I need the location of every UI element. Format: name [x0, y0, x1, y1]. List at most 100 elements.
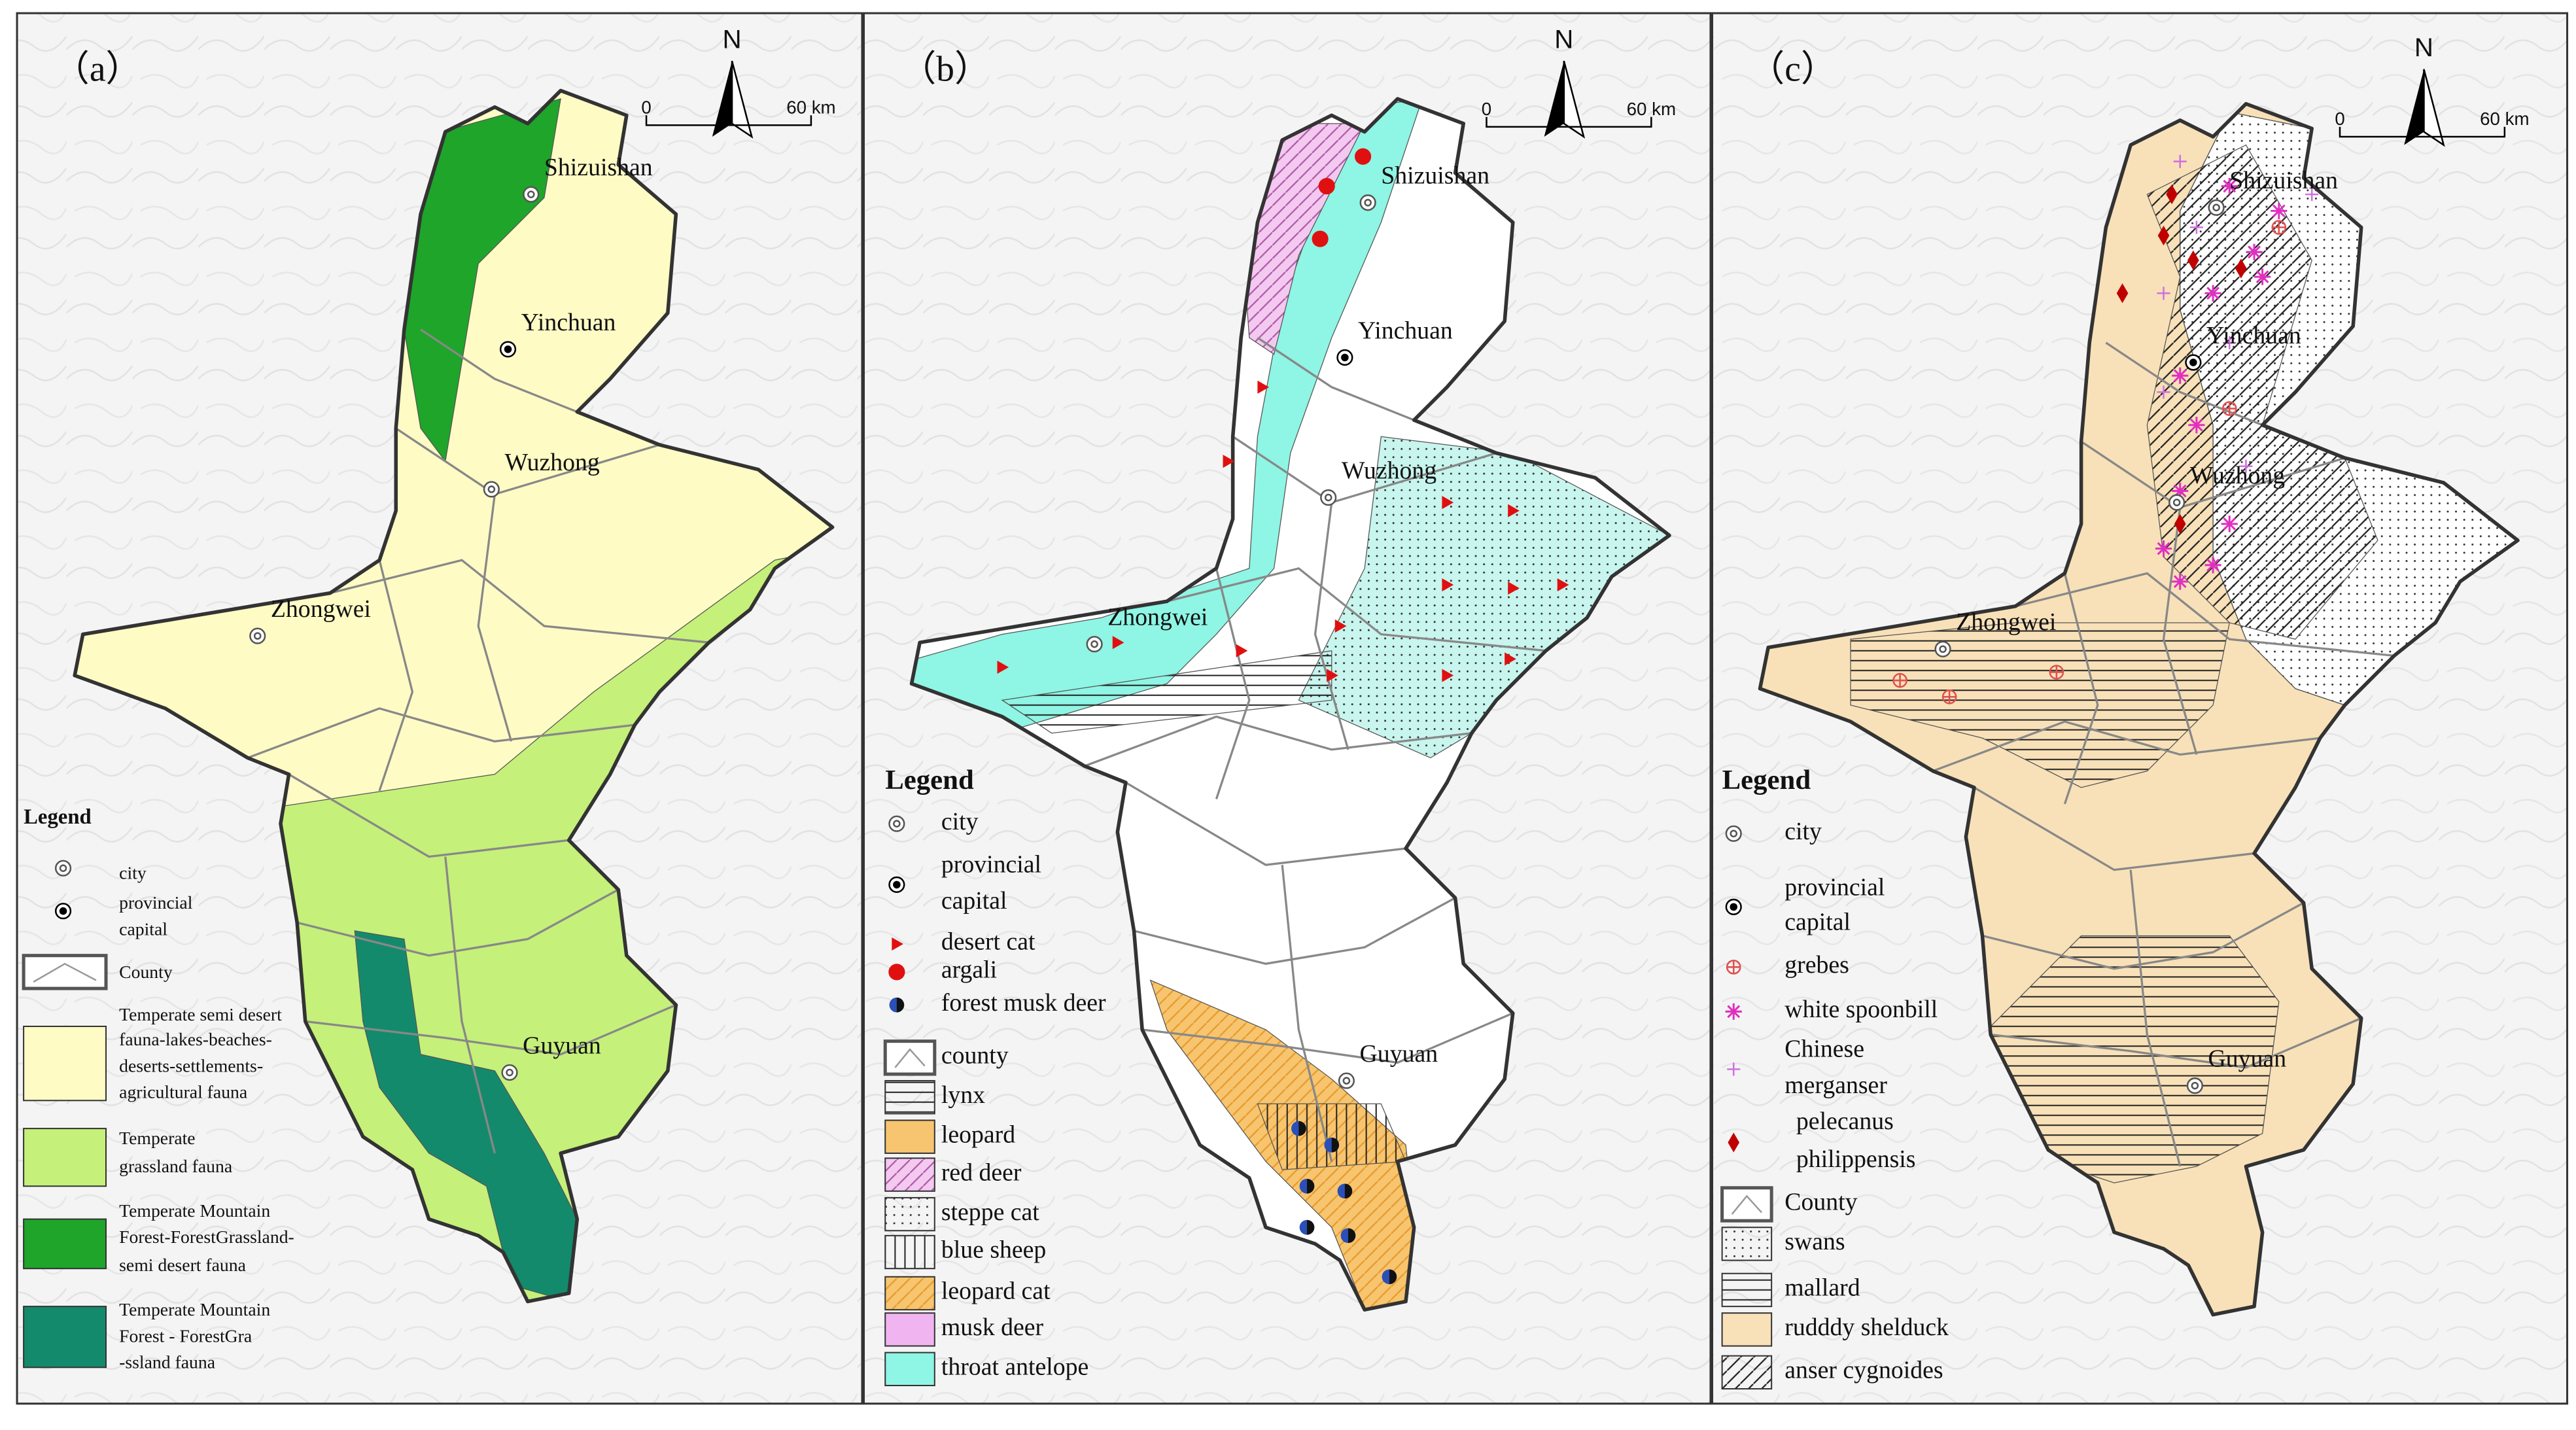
city-symbol	[523, 186, 540, 203]
desert-cat-symbol	[1508, 582, 1520, 595]
pelecanus-symbol	[1728, 1132, 1740, 1153]
pelecanus-symbol	[2187, 250, 2199, 271]
musk-deer-symbol-half	[1389, 1269, 1397, 1285]
legend-label: deserts-settlements-	[119, 1055, 263, 1075]
city-label: Yinchuan	[1358, 317, 1453, 344]
legend-label: provincial	[119, 892, 193, 913]
capital-symbol-dot	[1341, 353, 1349, 362]
desert-cat-symbol	[1223, 455, 1235, 468]
city-symbol-dot	[527, 190, 535, 198]
city-symbol-dot	[506, 1068, 513, 1077]
capital-symbol-dot	[59, 907, 67, 915]
city-symbol-dot	[1939, 645, 1947, 654]
city-symbol	[1934, 640, 1951, 657]
merganser-symbol	[2239, 459, 2253, 473]
spoonbill-symbol	[2204, 285, 2221, 302]
county-swatch	[883, 1039, 937, 1076]
city-symbol	[1320, 489, 1337, 506]
city-symbol-dot	[1324, 493, 1332, 502]
argali-symbol	[1318, 177, 1335, 195]
legend-label: provincial	[941, 850, 1041, 878]
spoonbill-symbol	[2246, 243, 2263, 260]
legend-label: Forest - ForestGra	[119, 1325, 252, 1346]
pelecanus-symbol	[2157, 226, 2170, 246]
desert-cat-symbol	[1257, 380, 1270, 394]
scale-bar	[2339, 126, 2506, 138]
province-map: Shizuishan Yinchuan Wuzhong Zhongwei Guyuan	[1758, 101, 2520, 1317]
scale-label: 0	[2335, 109, 2344, 129]
grebe-symbol-cross	[1893, 674, 1907, 688]
capital-symbol-dot	[1730, 903, 1738, 911]
argali-symbol	[1354, 148, 1372, 165]
legend-swatch	[884, 1196, 935, 1232]
legend-label: county	[941, 1042, 1009, 1070]
scale-label: 0	[1482, 99, 1491, 119]
county-line	[2129, 869, 2182, 1167]
legend-swatch	[23, 1025, 107, 1102]
legend-swatch	[884, 1276, 935, 1311]
desert-cat-symbol	[1442, 578, 1454, 592]
legend-label: Chinese	[1784, 1035, 1864, 1062]
merganser-symbol	[1727, 1062, 1741, 1076]
county-line	[1932, 720, 2320, 773]
county-line	[305, 1003, 677, 1056]
legend-title: Legend	[24, 805, 92, 829]
legend-label: Temperate Mountain	[119, 1299, 270, 1319]
city-symbol-dot	[2212, 203, 2220, 212]
legend-label: Temperate	[119, 1128, 195, 1148]
city-symbol	[483, 481, 500, 498]
city-label: Shizuishan	[2229, 167, 2338, 194]
spoonbill-symbol	[2155, 540, 2172, 557]
legend-title: Legend	[885, 765, 974, 795]
legend-swatch	[884, 1234, 935, 1270]
province-outline	[1758, 101, 2520, 1317]
county-line	[1215, 568, 1251, 799]
city-symbol-dot	[59, 864, 67, 873]
county-swatch-line	[33, 962, 97, 983]
argali-symbol	[888, 964, 905, 981]
merganser-symbol	[2157, 287, 2170, 300]
legend-label: swans	[1784, 1228, 1845, 1255]
grebe-symbol-cross	[1943, 690, 1957, 704]
county-line	[1125, 781, 1406, 866]
musk-deer-symbol-half	[1331, 1137, 1340, 1153]
legend-label: argali	[941, 956, 997, 984]
pelecanus-symbol	[2174, 514, 2186, 534]
city-label: Guyuan	[523, 1032, 601, 1059]
desert-cat-symbol	[1112, 636, 1124, 650]
city-label: Yinchuan	[521, 309, 616, 336]
panel-label: （b）	[900, 49, 990, 89]
legend-label: city	[1784, 818, 1822, 845]
county-line	[2162, 507, 2198, 755]
legend-swatch	[23, 1306, 107, 1369]
spoonbill-symbol	[2221, 515, 2238, 532]
city-symbol-dot	[1364, 198, 1372, 207]
county-line	[1314, 502, 1349, 750]
county-line	[1982, 901, 2305, 970]
merganser-symbol	[2305, 188, 2319, 201]
legend-label: capital	[119, 918, 167, 939]
desert-cat-symbol	[1334, 619, 1347, 633]
spoonbill-symbol	[2188, 417, 2205, 434]
city-symbol-dot	[2191, 1081, 2199, 1090]
scale-label: 60 km	[786, 97, 835, 118]
city-label: Guyuan	[1360, 1040, 1438, 1068]
legend-label: grassland fauna	[119, 1156, 232, 1176]
county-line	[1990, 1017, 2362, 1069]
legend-label: mallard	[1784, 1274, 1860, 1302]
legend-label: philippensis	[1796, 1145, 1916, 1173]
county-line	[288, 773, 569, 858]
legend-swatch	[1721, 1272, 1773, 1308]
fauna-zone	[1001, 650, 1332, 734]
county-line	[2063, 573, 2099, 805]
legend-label: red deer	[941, 1159, 1022, 1186]
county-line	[1281, 865, 1333, 1162]
north-arrow-dark	[712, 61, 733, 137]
legend-swatch	[884, 1157, 935, 1192]
city-symbol	[2168, 494, 2185, 511]
merganser-symbol	[2173, 154, 2187, 168]
province-outline	[909, 97, 1671, 1312]
city-symbol-dot	[893, 820, 901, 828]
county-swatch	[22, 954, 108, 990]
legend-label: Temperate Mountain	[119, 1200, 270, 1221]
